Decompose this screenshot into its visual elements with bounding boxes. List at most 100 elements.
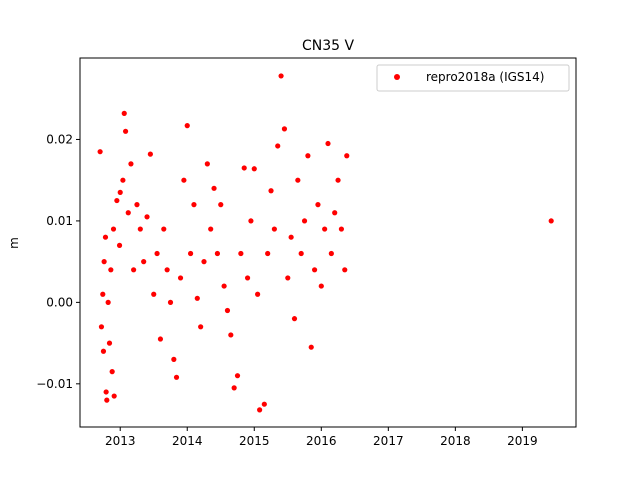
chart-title: CN35 V: [302, 38, 355, 54]
data-point: [308, 344, 314, 350]
plot-frame: [79, 57, 577, 428]
data-point: [238, 250, 244, 257]
data-point: [161, 226, 167, 232]
data-point: [147, 151, 153, 157]
data-point: [244, 275, 251, 281]
data-point: [198, 324, 204, 330]
data-point: [228, 332, 234, 338]
data-point: [201, 259, 207, 265]
x-tick-label: 2019: [507, 434, 538, 448]
y-axis-ticks: −0.01 0.00 0.01 0.02: [36, 132, 80, 391]
data-point: [154, 250, 160, 257]
legend-marker: [394, 74, 400, 80]
y-axis-label: m: [7, 237, 21, 249]
y-tick-label: 0.01: [46, 214, 73, 228]
data-point: [301, 218, 308, 224]
data-point: [137, 226, 143, 232]
data-point: [248, 218, 254, 224]
x-tick-label: 2018: [440, 434, 471, 448]
data-point: [281, 126, 288, 132]
data-point: [173, 374, 180, 380]
data-point: [100, 291, 106, 297]
data-point: [295, 177, 301, 183]
data-point: [102, 234, 109, 240]
data-point: [122, 128, 129, 134]
data-point: [318, 283, 324, 289]
data-point: [261, 401, 267, 407]
data-point: [234, 373, 241, 379]
data-point: [221, 283, 227, 289]
data-point: [181, 177, 187, 183]
data-point: [191, 202, 197, 208]
data-point: [120, 177, 126, 183]
data-point: [328, 250, 334, 257]
data-point: [101, 259, 107, 265]
data-point: [131, 267, 137, 273]
data-point: [315, 202, 321, 208]
data-point: [167, 299, 174, 305]
data-point: [218, 202, 224, 208]
data-point: [255, 291, 261, 297]
data-point: [164, 267, 170, 273]
data-point: [332, 210, 338, 216]
data-point: [117, 189, 123, 195]
legend-box: [376, 64, 570, 92]
data-point: [116, 242, 123, 248]
data-point: [128, 161, 134, 167]
data-point: [231, 385, 237, 391]
data-point: [144, 214, 150, 220]
data-point: [171, 356, 177, 362]
data-point: [108, 267, 114, 273]
data-point: [344, 153, 350, 159]
data-point: [548, 218, 554, 224]
y-tick-label: 0.02: [46, 132, 73, 146]
data-point: [285, 275, 291, 281]
x-tick-label: 2015: [239, 434, 270, 448]
data-point: [338, 226, 345, 232]
data-point: [335, 177, 341, 183]
data-point: [311, 267, 318, 273]
data-point: [288, 234, 294, 240]
data-point: [322, 226, 328, 232]
y-tick-label: 0.00: [46, 295, 73, 309]
data-point: [97, 149, 103, 155]
data-point: [125, 210, 131, 216]
legend: repro2018a (IGS14): [376, 64, 570, 92]
data-point: [184, 123, 190, 129]
data-point: [106, 340, 113, 346]
data-point: [224, 307, 231, 314]
data-point: [109, 369, 115, 375]
data-point: [104, 397, 110, 403]
x-tick-label: 2014: [172, 434, 203, 448]
data-point: [211, 185, 217, 191]
data-point: [214, 250, 221, 257]
data-point: [98, 324, 105, 330]
data-point: [204, 161, 210, 167]
data-point: [103, 389, 109, 395]
x-axis-ticks: 2013 2014 2015 2016 2017 2018 2019: [105, 427, 538, 448]
data-point: [268, 188, 274, 194]
data-point: [110, 226, 117, 232]
data-point: [278, 73, 284, 79]
data-point: [194, 295, 200, 301]
data-point: [291, 316, 298, 322]
data-point: [111, 393, 117, 399]
data-point: [275, 143, 281, 149]
data-point: [114, 197, 120, 204]
data-point: [121, 110, 127, 116]
data-point: [100, 348, 107, 354]
x-tick-label: 2017: [373, 434, 404, 448]
data-point: [251, 166, 257, 172]
data-point: [325, 140, 331, 147]
data-point: [187, 250, 194, 257]
data-points: [97, 73, 554, 413]
data-point: [241, 165, 247, 171]
data-point: [105, 299, 111, 305]
data-point: [298, 250, 304, 257]
data-point: [271, 226, 277, 232]
data-point: [157, 336, 164, 342]
x-tick-label: 2013: [105, 434, 136, 448]
data-point: [305, 153, 311, 159]
x-tick-label: 2016: [306, 434, 337, 448]
